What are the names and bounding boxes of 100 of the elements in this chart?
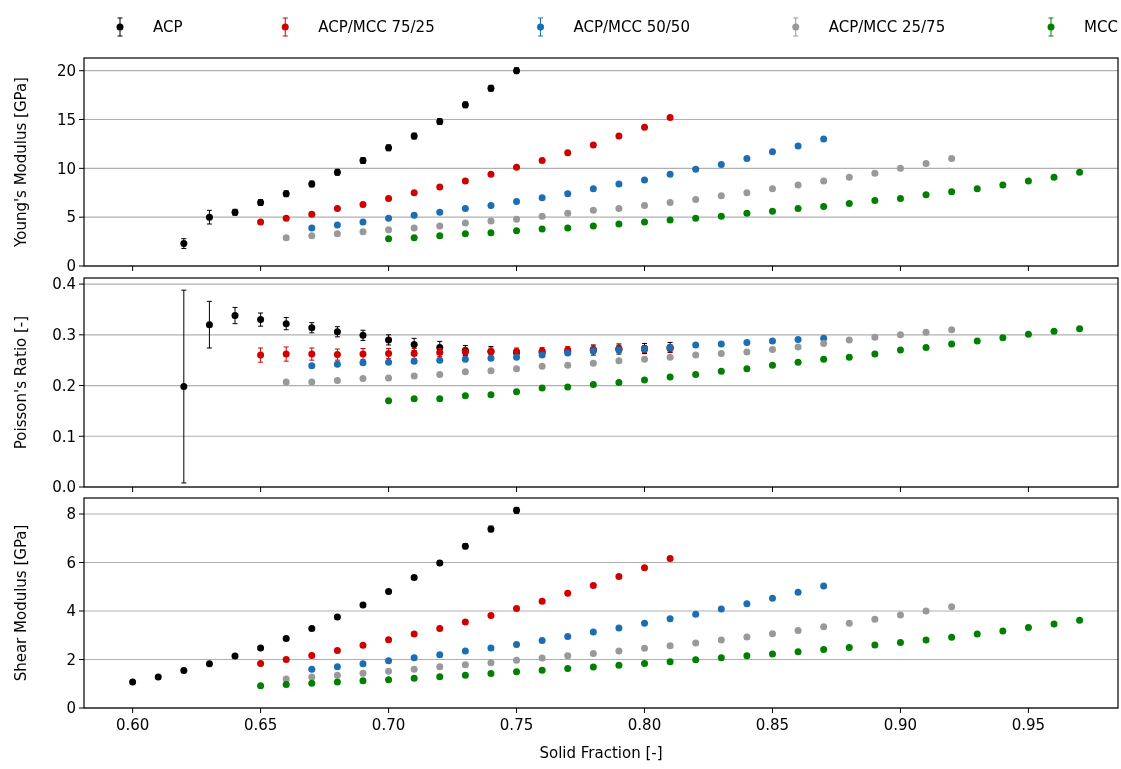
x-tick-label: 0.75	[499, 716, 534, 734]
point	[513, 668, 521, 676]
point	[1024, 330, 1032, 338]
point	[896, 331, 904, 339]
point	[615, 357, 623, 365]
point	[743, 189, 751, 197]
point	[820, 355, 828, 363]
point	[845, 173, 853, 181]
point	[564, 190, 572, 198]
point	[436, 232, 444, 240]
point	[717, 160, 725, 168]
point	[717, 605, 725, 613]
x-tick-label: 0.60	[115, 716, 150, 734]
point	[1050, 173, 1058, 181]
point	[385, 195, 393, 203]
y-tick-label: 0.4	[52, 275, 76, 294]
point	[922, 607, 930, 615]
point	[1050, 620, 1058, 628]
y-tick-label: 10	[56, 159, 76, 178]
y-tick-label: 15	[56, 110, 76, 129]
point	[589, 359, 597, 367]
point	[564, 632, 572, 640]
point	[333, 613, 341, 621]
point	[743, 600, 751, 608]
point	[410, 665, 418, 673]
point	[845, 336, 853, 344]
point	[282, 680, 290, 688]
point	[794, 142, 802, 150]
point	[717, 192, 725, 200]
point	[410, 234, 418, 242]
point	[973, 185, 981, 193]
point	[385, 676, 393, 684]
point	[487, 391, 495, 399]
point	[948, 340, 956, 348]
point	[564, 224, 572, 232]
point	[589, 628, 597, 636]
point	[743, 209, 751, 217]
point	[436, 370, 444, 378]
point	[615, 220, 623, 228]
point	[333, 230, 341, 238]
point	[589, 222, 597, 230]
point	[768, 207, 776, 215]
point	[666, 642, 674, 650]
point	[282, 350, 290, 358]
point	[871, 197, 879, 205]
point	[513, 353, 521, 361]
legend-label: MCC	[1084, 18, 1118, 37]
point	[513, 640, 521, 648]
point	[359, 200, 367, 208]
point	[436, 208, 444, 216]
point	[768, 346, 776, 354]
point	[410, 654, 418, 662]
point	[666, 114, 674, 122]
point	[359, 374, 367, 382]
point	[871, 641, 879, 649]
point	[308, 224, 316, 232]
point	[538, 637, 546, 645]
point	[257, 316, 265, 324]
point	[461, 647, 469, 655]
point	[845, 353, 853, 361]
point	[1076, 325, 1084, 333]
point	[461, 392, 469, 400]
point	[308, 210, 316, 218]
point	[820, 202, 828, 210]
point	[692, 351, 700, 359]
point	[461, 230, 469, 238]
point	[922, 636, 930, 644]
point	[948, 155, 956, 163]
point	[845, 619, 853, 627]
point	[692, 610, 700, 618]
x-axis-title: Solid Fraction [-]	[539, 744, 663, 762]
point	[615, 379, 623, 386]
point	[513, 227, 521, 235]
point	[513, 656, 521, 664]
point	[743, 365, 751, 373]
y-axis-title: Shear Modulus [GPa]	[12, 524, 30, 682]
point	[896, 164, 904, 172]
point	[589, 582, 597, 590]
point	[333, 663, 341, 671]
point	[180, 666, 188, 674]
point	[589, 663, 597, 671]
point	[1076, 168, 1084, 176]
point	[692, 370, 700, 378]
point	[461, 368, 469, 376]
point	[385, 226, 393, 234]
point	[359, 669, 367, 677]
point	[820, 582, 828, 590]
point	[487, 670, 495, 678]
point	[487, 644, 495, 652]
point	[948, 633, 956, 641]
point	[538, 362, 546, 370]
x-tick-label: 0.70	[371, 716, 406, 734]
legend-label: ACP/MCC 25/75	[828, 18, 946, 37]
point	[538, 212, 546, 220]
point	[922, 191, 930, 199]
point	[205, 321, 213, 329]
point	[308, 232, 316, 240]
point	[385, 657, 393, 665]
point	[129, 678, 137, 686]
point	[410, 674, 418, 682]
